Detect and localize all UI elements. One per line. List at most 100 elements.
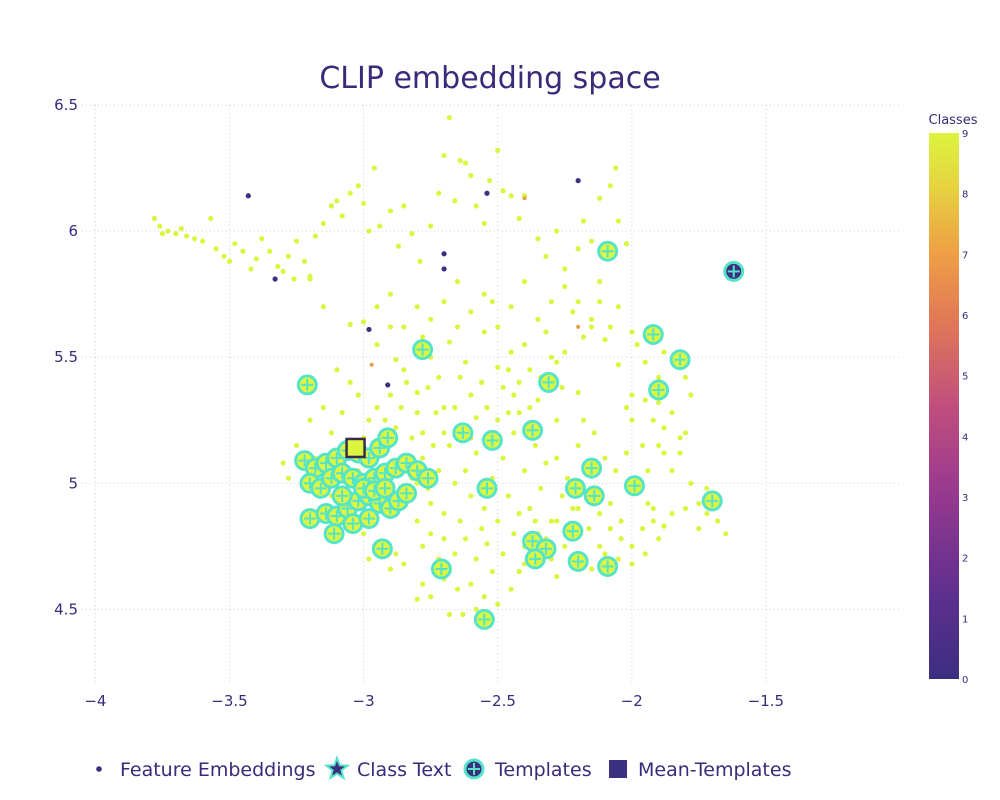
embedding-point: [580, 334, 587, 340]
embedding-point: [433, 410, 439, 416]
y-tick-label: 5: [68, 474, 78, 492]
embedding-point: [484, 541, 490, 547]
embedding-point: [320, 405, 326, 411]
template-marker: [564, 477, 586, 499]
embedding-point-dark: [245, 193, 251, 199]
template-marker: [642, 323, 664, 345]
colorbar-tick-label: 0: [962, 675, 968, 686]
embedding-point: [457, 518, 463, 524]
chart-title: CLIP embedding space: [319, 61, 660, 96]
embedding-point: [436, 374, 442, 380]
template-marker: [538, 371, 560, 393]
embedding-point: [361, 200, 367, 206]
embedding-point: [446, 611, 453, 617]
x-tick-label: −2.5: [479, 692, 515, 710]
embedding-point: [554, 228, 560, 234]
embedding-point: [516, 568, 522, 575]
embedding-point: [192, 236, 198, 242]
embedding-point: [481, 291, 487, 297]
template-marker: [331, 485, 353, 507]
embedding-point: [428, 531, 434, 537]
embedding-point: [454, 324, 461, 330]
embedding-point: [387, 566, 394, 572]
embedding-point: [629, 561, 635, 567]
embedding-point: [639, 442, 646, 449]
x-tick-label: −3: [353, 692, 375, 710]
template-marker: [371, 538, 393, 560]
embedding-point: [374, 304, 380, 310]
embedding-point: [527, 367, 533, 373]
embedding-point: [623, 241, 630, 247]
template-marker: [358, 508, 380, 530]
embedding-point: [615, 218, 621, 224]
embedding-point: [452, 480, 458, 486]
embedding-point: [559, 493, 565, 499]
embedding-point: [650, 505, 656, 512]
embedding-point: [516, 410, 522, 416]
embedding-point: [597, 543, 603, 549]
legend-label-templates: Templates: [494, 759, 592, 781]
embedding-point: [285, 475, 292, 481]
embedding-point: [487, 178, 493, 184]
embedding-point: [307, 417, 313, 423]
embedding-point: [395, 243, 402, 249]
embedding-point: [704, 510, 710, 517]
embedding-point: [505, 493, 512, 499]
embedding-point: [682, 505, 689, 512]
embedding-point-dark: [441, 251, 447, 257]
embedding-point: [428, 223, 434, 229]
embedding-point: [334, 367, 340, 373]
embedding-point: [642, 551, 648, 557]
embedding-point: [642, 359, 648, 365]
embedding-point: [602, 551, 608, 557]
embedding-point: [414, 304, 420, 310]
embedding-point: [420, 543, 426, 549]
embedding-point: [661, 349, 667, 355]
embedding-point: [393, 425, 399, 431]
embedding-point: [532, 442, 538, 449]
embedding-point: [374, 405, 380, 411]
embedding-point: [253, 256, 259, 262]
template-marker: [396, 482, 418, 504]
colorbar-tick-label: 3: [962, 493, 968, 504]
embedding-point: [430, 442, 436, 449]
embedding-point: [267, 248, 273, 254]
embedding-point: [361, 531, 367, 537]
embedding-point: [575, 389, 581, 396]
embedding-point: [441, 536, 447, 542]
embedding-point: [409, 231, 415, 237]
colorbar-tick-label: 5: [962, 372, 968, 383]
template-marker: [412, 339, 434, 361]
embedding-point: [682, 374, 689, 380]
template-marker: [296, 374, 318, 396]
embedding-point-dark: [441, 266, 447, 272]
embedding-point: [452, 405, 458, 411]
embedding-point: [441, 405, 447, 411]
embedding-point-orange: [576, 324, 581, 329]
embedding-point: [387, 324, 394, 330]
embedding-point: [339, 213, 345, 219]
embedding-point: [543, 329, 549, 335]
embedding-point: [575, 505, 581, 512]
embedding-point: [401, 324, 407, 330]
embedding-point: [293, 238, 300, 244]
embedding-point-dark: [575, 178, 581, 184]
embedding-point: [157, 223, 163, 229]
embedding-point: [505, 410, 512, 416]
embedding-point: [597, 278, 603, 285]
embedding-point: [355, 392, 361, 398]
embedding-point: [479, 526, 485, 532]
embedding-point: [591, 430, 597, 436]
embedding-point: [511, 430, 517, 436]
legend-label-feature-embeddings: Feature Embeddings: [120, 759, 316, 781]
embedding-point: [535, 236, 541, 242]
embedding-point: [200, 238, 206, 244]
embedding-point: [441, 299, 447, 305]
embedding-point: [403, 379, 410, 385]
embedding-point: [387, 392, 394, 398]
template-marker: [476, 477, 498, 499]
embedding-point: [468, 493, 474, 499]
embedding-point: [401, 561, 407, 567]
colorbar: Classes 0 1 2 3 4 5 6 7 8 9: [929, 113, 978, 686]
embedding-point: [280, 460, 286, 466]
